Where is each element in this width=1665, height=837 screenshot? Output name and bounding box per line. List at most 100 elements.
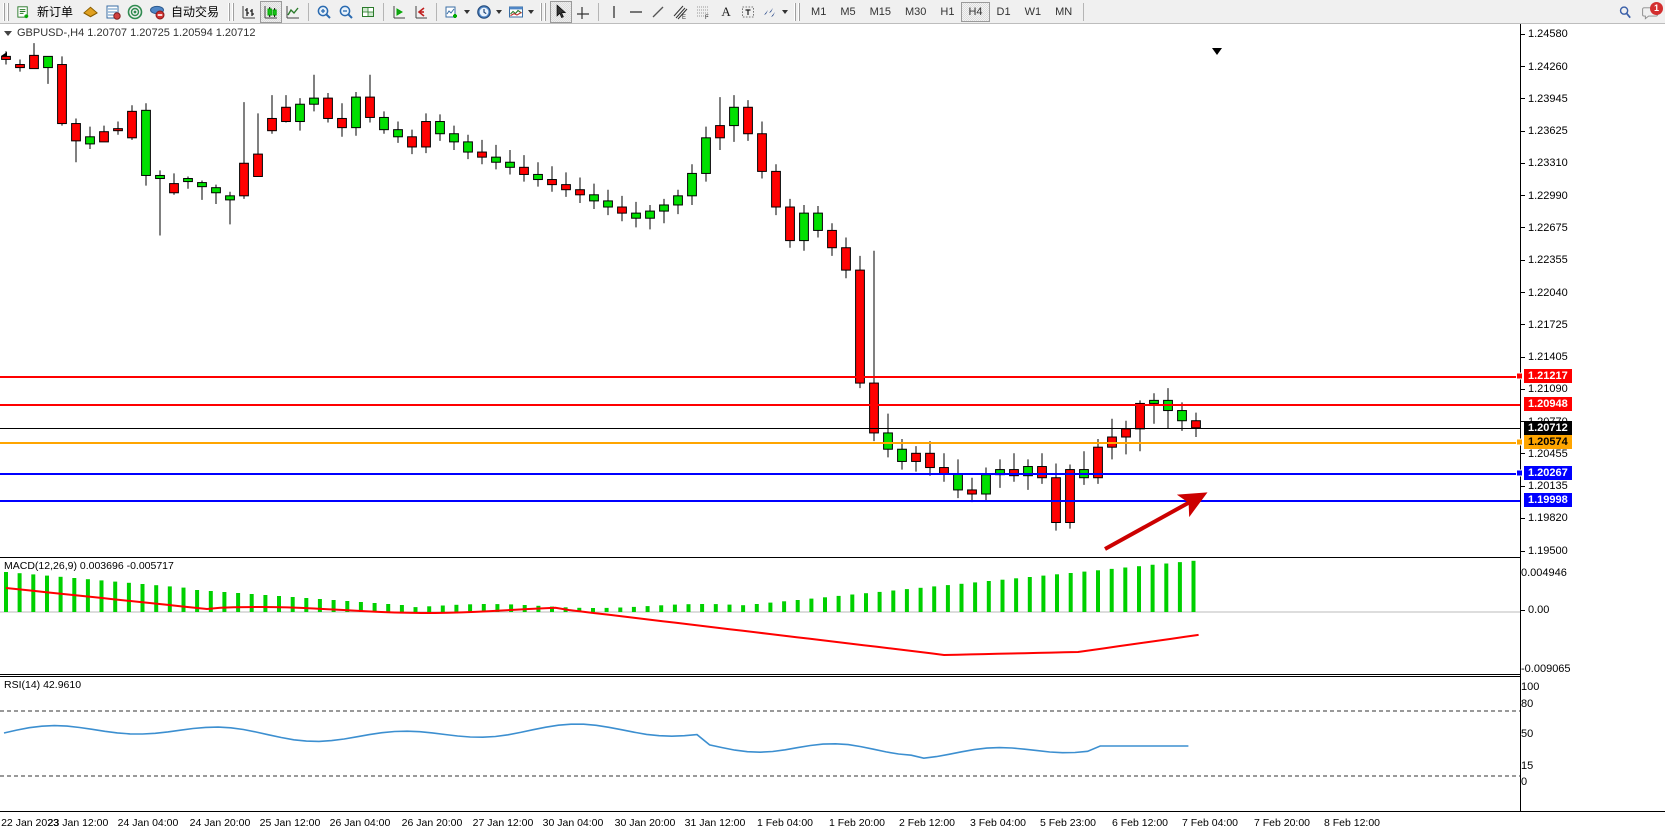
shift-end-icon[interactable] — [410, 1, 432, 23]
macd-label: MACD(12,26,9) 0.003696 -0.005717 — [4, 560, 174, 572]
time-tick: 7 Feb 04:00 — [1181, 817, 1239, 829]
price-plot-area[interactable]: MACD(12,26,9) 0.003696 -0.005717 RSI(14)… — [0, 24, 1520, 811]
candlestick-chart-icon[interactable] — [260, 0, 283, 23]
rsi-tick: 0 — [1521, 776, 1528, 788]
level-marker-support-1[interactable] — [1516, 469, 1523, 477]
new-order-label: 新订单 — [37, 5, 74, 19]
time-tick: 24 Jan 04:00 — [117, 817, 179, 829]
arrows-icon[interactable] — [759, 1, 791, 23]
market-watch-icon[interactable] — [102, 1, 124, 23]
chart-window[interactable]: GBPUSD-,H4 1.20707 1.20725 1.20594 1.207… — [0, 24, 1665, 837]
toolbar-separator-5 — [1083, 2, 1085, 21]
toolbar-grip-2[interactable] — [228, 2, 236, 21]
level-line-pivot[interactable] — [0, 441, 1520, 444]
level-label-support-2[interactable]: 1.19998 — [1524, 493, 1572, 508]
level-label-support-1[interactable]: 1.20267 — [1524, 465, 1572, 480]
price-tick: 1.19820 — [1521, 512, 1568, 524]
zoom-out-icon[interactable] — [335, 1, 357, 23]
time-tick: 25 Jan 12:00 — [259, 817, 321, 829]
level-label-current-price[interactable]: 1.20712 — [1524, 420, 1572, 435]
time-tick: 26 Jan 20:00 — [401, 817, 463, 829]
timeframe-m5[interactable]: M5 — [840, 5, 856, 18]
rsi-tick: 80 — [1521, 698, 1534, 710]
chevron-down-icon[interactable] — [464, 9, 471, 14]
timeframe-h4[interactable]: H4 — [961, 1, 990, 22]
level-marker-resistance-1[interactable] — [1516, 372, 1523, 380]
time-tick: 23 Jan 12:00 — [47, 817, 109, 829]
chart-menu-caret-icon[interactable] — [4, 30, 12, 36]
chart-symbol-header[interactable]: GBPUSD-,H4 1.20707 1.20725 1.20594 1.207… — [4, 27, 256, 39]
level-label-resistance-2[interactable]: 1.20948 — [1524, 396, 1572, 411]
main-toolbar: 新订单 自动交易 — [0, 0, 1665, 24]
rsi-tick: 50 — [1521, 728, 1534, 740]
shift-start-icon[interactable] — [388, 1, 410, 23]
time-tick: 1 Feb 20:00 — [828, 817, 886, 829]
timeframe-h1[interactable]: H1 — [940, 5, 955, 18]
time-tick: 5 Feb 23:00 — [1039, 817, 1097, 829]
new-order-button[interactable]: 新订单 — [13, 1, 79, 23]
vertical-line-icon[interactable] — [603, 1, 625, 23]
data-window-icon[interactable] — [357, 1, 379, 23]
price-tick: 1.19500 — [1521, 545, 1568, 557]
price-tick: 1.23310 — [1521, 157, 1568, 169]
level-label-pivot[interactable]: 1.20574 — [1524, 434, 1572, 449]
chart-position-marker — [1212, 48, 1222, 55]
timeframe-m30[interactable]: M30 — [905, 5, 927, 18]
level-line-resistance-2[interactable] — [0, 403, 1520, 406]
timeframe-d1[interactable]: D1 — [996, 5, 1011, 18]
level-marker-pivot[interactable] — [1516, 438, 1523, 446]
time-tick: 22 Jan 2023 — [1, 817, 59, 829]
period-clock-icon[interactable] — [473, 1, 505, 23]
level-line-resistance-1[interactable] — [0, 376, 1520, 379]
add-indicator-icon[interactable] — [441, 1, 473, 23]
text-box-icon[interactable] — [737, 1, 759, 23]
price-tick: 1.21725 — [1521, 319, 1568, 331]
bar-chart-icon[interactable] — [238, 1, 260, 23]
svg-text:E: E — [682, 15, 686, 20]
search-icon[interactable] — [1618, 5, 1633, 20]
toolbar-grip[interactable] — [3, 2, 10, 21]
rsi-panel[interactable]: RSI(14) 42.9610 — [0, 676, 1520, 811]
level-line-current-price[interactable] — [0, 427, 1520, 429]
level-line-support-1[interactable] — [0, 472, 1520, 475]
trendline-icon[interactable] — [647, 1, 669, 23]
expert-advisor-icon[interactable] — [79, 1, 102, 23]
macd-tick: 0.004946 — [1521, 567, 1567, 579]
timeframe-mn[interactable]: MN — [1055, 5, 1073, 18]
auto-trading-button[interactable]: 自动交易 — [146, 1, 225, 23]
text-label-icon[interactable]: A — [721, 3, 731, 19]
timeframe-m15[interactable]: M15 — [869, 5, 891, 18]
price-axis[interactable]: 1.24580 1.24260 1.23945 1.23625 1.23310 1.229… — [1516, 24, 1665, 811]
toolbar-grip-4[interactable] — [794, 2, 802, 21]
time-tick: 27 Jan 12:00 — [472, 817, 534, 829]
macd-panel[interactable]: MACD(12,26,9) 0.003696 -0.005717 — [0, 557, 1520, 675]
price-tick: 1.23625 — [1521, 125, 1568, 137]
equidistant-channel-icon[interactable]: E — [669, 1, 692, 23]
level-label-resistance-1[interactable]: 1.21217 — [1524, 369, 1572, 384]
fibonacci-icon[interactable]: F — [692, 1, 715, 23]
toolbar-grip-3[interactable] — [540, 2, 548, 21]
price-tick: 1.22040 — [1521, 287, 1568, 299]
zoom-in-icon[interactable] — [313, 1, 335, 23]
line-chart-icon[interactable] — [282, 1, 304, 23]
time-tick: 2 Feb 12:00 — [898, 817, 956, 829]
chevron-down-icon-4[interactable] — [782, 9, 789, 14]
time-axis[interactable]: 22 Jan 2023 23 Jan 12:00 24 Jan 04:00 24 Ja… — [0, 811, 1665, 837]
price-tick: 1.22675 — [1521, 222, 1568, 234]
horizontal-line-icon[interactable] — [625, 1, 647, 23]
chat-icon[interactable]: 1 — [1642, 1, 1663, 20]
crosshair-icon[interactable] — [572, 1, 594, 23]
signal-icon[interactable] — [124, 1, 146, 23]
time-tick: 31 Jan 12:00 — [684, 817, 746, 829]
chevron-down-icon-3[interactable] — [528, 9, 535, 14]
level-line-support-2[interactable] — [0, 500, 1520, 503]
time-tick: 8 Feb 12:00 — [1323, 817, 1381, 829]
time-tick: 24 Jan 20:00 — [189, 817, 251, 829]
auto-trading-label: 自动交易 — [171, 5, 220, 19]
toolbar-separator-3 — [436, 2, 438, 21]
timeframe-m1[interactable]: M1 — [811, 5, 827, 18]
cursor-icon[interactable] — [550, 0, 573, 23]
timeframe-w1[interactable]: W1 — [1024, 5, 1042, 18]
chevron-down-icon-2[interactable] — [496, 9, 503, 14]
templates-icon[interactable] — [505, 1, 537, 23]
